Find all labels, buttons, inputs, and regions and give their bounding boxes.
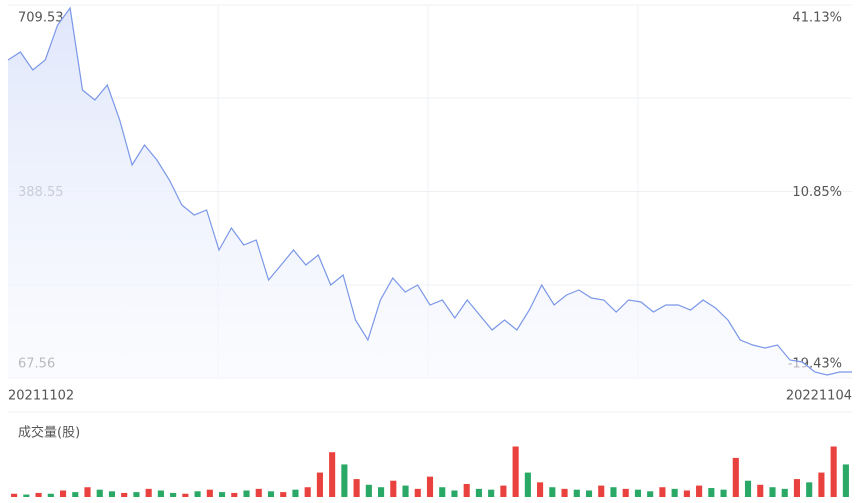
volume-bar <box>585 490 593 497</box>
volume-bar <box>696 485 703 497</box>
volume-bar <box>573 489 580 497</box>
volume-bar <box>659 487 666 497</box>
volume-bar <box>121 492 128 497</box>
volume-bar <box>598 485 605 497</box>
volume-bar <box>610 487 617 497</box>
volume-bar <box>793 479 801 497</box>
y2-tick-label: 10.85% <box>792 185 842 200</box>
volume-bar <box>671 488 678 497</box>
volume-bar <box>475 488 482 497</box>
y-tick-label: 709.53 <box>18 11 64 26</box>
x-tick-label: 20221104 <box>786 389 852 404</box>
volume-bar <box>59 490 67 497</box>
volume-bar <box>96 489 103 497</box>
volume-bar <box>145 488 152 497</box>
volume-bar <box>732 457 739 497</box>
volume-bar <box>329 452 336 497</box>
volume-bar <box>108 491 116 497</box>
volume-bar <box>500 485 507 497</box>
volume-bar <box>365 484 372 497</box>
volume-bar <box>830 446 837 497</box>
volume-bar <box>842 464 849 497</box>
volume-bar <box>426 476 434 497</box>
volume-bar <box>378 487 385 497</box>
volume-bar <box>243 490 250 497</box>
volume-bar <box>634 489 641 497</box>
volume-bar <box>390 480 397 497</box>
volume-bar <box>537 482 544 497</box>
x-tick-label: 20211102 <box>8 389 74 404</box>
volume-bar <box>451 490 458 497</box>
volume-bar <box>72 492 79 497</box>
volume-bar <box>47 493 54 497</box>
volume-bar <box>35 492 42 497</box>
volume-bar <box>683 490 690 497</box>
volume-bar <box>561 488 568 497</box>
volume-bar <box>524 472 531 497</box>
volume-bar <box>622 488 629 497</box>
volume-bar <box>341 464 348 497</box>
volume-bar <box>439 487 446 497</box>
volume-bar <box>353 479 360 497</box>
volume-bar <box>84 487 91 497</box>
volume-bar <box>769 487 776 497</box>
volume-bar <box>549 487 556 497</box>
volume-bar <box>206 489 213 497</box>
volume-bar <box>182 493 189 497</box>
volume-bar <box>744 480 752 497</box>
volume-bar <box>267 491 275 497</box>
volume-bar <box>170 492 177 497</box>
volume-bar <box>806 482 813 497</box>
volume-bar <box>720 489 727 497</box>
volume-bar <box>219 492 226 497</box>
volume-bar <box>647 491 654 497</box>
volume-bar <box>402 485 409 497</box>
volume-bar <box>316 472 323 497</box>
volume-bar <box>231 492 238 497</box>
volume-bar <box>818 472 825 497</box>
price-line <box>7 6 852 376</box>
volume-bar <box>23 494 30 497</box>
volume-bar <box>757 484 764 497</box>
volume-bar <box>512 446 519 497</box>
volume-bar <box>157 490 164 497</box>
volume-bar <box>463 483 470 497</box>
volume-bar <box>414 488 421 497</box>
volume-title: 成交量(股) <box>18 425 80 441</box>
price-area <box>8 8 852 378</box>
volume-bar <box>292 489 299 497</box>
volume-bar <box>488 489 495 497</box>
volume-bar <box>304 487 311 497</box>
volume-bar <box>781 488 788 497</box>
volume-bar <box>11 493 18 497</box>
volume-bar <box>194 491 201 497</box>
volume-bar <box>255 488 262 497</box>
y2-tick-label: 41.13% <box>792 11 842 26</box>
volume-bar <box>280 492 287 497</box>
volume-bar <box>708 488 715 497</box>
volume-bar <box>133 492 140 497</box>
